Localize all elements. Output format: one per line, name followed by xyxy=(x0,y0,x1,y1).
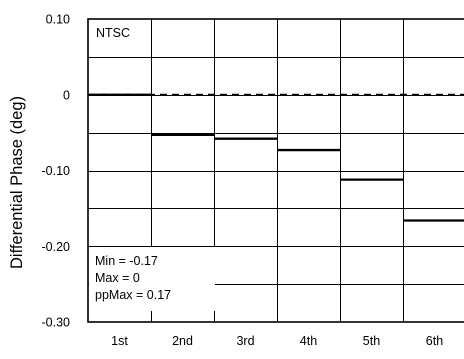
x-tick-label: 5th xyxy=(363,334,380,348)
y-tick-label: 0.10 xyxy=(46,13,70,27)
y-tick-label: -0.10 xyxy=(42,164,71,178)
x-tick-label: 3rd xyxy=(236,334,254,348)
y-tick-label: -0.30 xyxy=(42,316,71,330)
x-tick-label: 2nd xyxy=(172,334,193,348)
y-axis-title: Differential Phase (deg) xyxy=(8,96,26,269)
y-tick-label: -0.20 xyxy=(42,240,71,254)
stats-box xyxy=(89,247,215,311)
x-tick-label: 1st xyxy=(111,334,128,348)
stat-ppmax: ppMax = 0.17 xyxy=(95,288,171,302)
x-tick-label: 6th xyxy=(426,334,443,348)
x-tick-labels: 1st 2nd 3rd 4th 5th 6th xyxy=(111,334,443,348)
stat-max: Max = 0 xyxy=(95,271,140,285)
y-tick-labels: 0.10 0 -0.10 -0.20 -0.30 xyxy=(42,13,71,330)
plot-frame xyxy=(87,18,464,323)
annotation-layer: NTSC Min = -0.17 Max = 0 ppMax = 0.17 xyxy=(89,26,215,311)
plot-border xyxy=(87,18,464,323)
standard-label: NTSC xyxy=(96,26,130,40)
y-tick-label: 0 xyxy=(63,88,70,102)
x-tick-label: 4th xyxy=(300,334,317,348)
data-series xyxy=(88,93,464,222)
stat-min: Min = -0.17 xyxy=(95,254,158,268)
